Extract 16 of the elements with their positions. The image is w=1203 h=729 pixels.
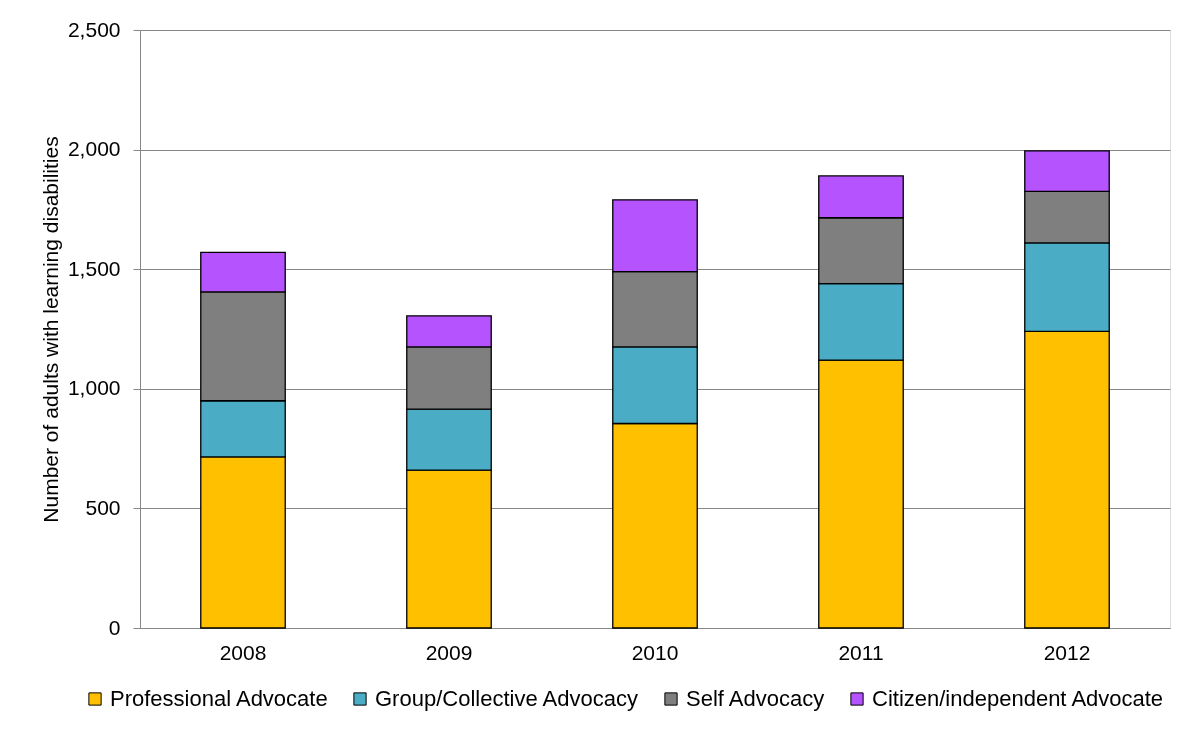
- x-tick-label: 2011: [838, 640, 884, 664]
- y-tick-label: 1,500: [67, 256, 121, 280]
- y-axis-title: Number of adults with learning disabilities: [38, 136, 62, 523]
- y-tick-label: 500: [85, 495, 121, 519]
- y-tick-label: 2,000: [67, 137, 121, 161]
- y-tick-label: 0: [108, 615, 121, 639]
- legend-label: Self Advocacy: [686, 686, 825, 711]
- legend-label: Group/Collective Advocacy: [375, 686, 638, 711]
- x-tick-label: 2009: [425, 640, 473, 664]
- x-tick-label: 2012: [1043, 640, 1091, 664]
- legend-label: Citizen/independent Advocate: [872, 686, 1164, 711]
- legend-label: Professional Advocate: [110, 686, 328, 711]
- y-tick-label: 1,000: [67, 376, 121, 400]
- x-tick-label: 2008: [219, 640, 267, 664]
- x-tick-label: 2010: [631, 640, 679, 664]
- y-tick-label: 2,500: [67, 17, 121, 41]
